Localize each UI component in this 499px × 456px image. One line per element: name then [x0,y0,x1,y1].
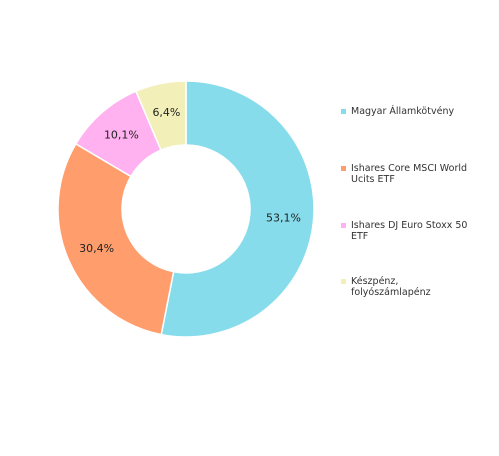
legend-item-ishares-dj-euro-stoxx-50: Ishares DJ Euro Stoxx 50 ETF [341,220,476,242]
donut-slice-3 [134,80,187,152]
legend-swatch-3 [341,279,346,284]
donut-data-labels: 53,1% 30,4% 10,1% 6,4% [79,106,301,255]
legend-label: Magyar Államkötvény [351,106,455,117]
legend-swatch-2 [341,223,346,228]
data-label-3: 6,4% [152,106,180,119]
legend-label: Ishares DJ Euro Stoxx 50 ETF [351,220,468,242]
data-label-1: 30,4% [79,242,114,255]
legend-item-keszpenz: Készpénz, folyószámlapénz [341,276,476,298]
legend-swatch-0 [341,109,346,114]
legend-item-magyar-allamkotveny: Magyar Államkötvény [341,106,476,117]
donut-slice-1 [57,142,175,336]
donut-slices [57,80,315,338]
legend-label: Ishares Core MSCI World Ucits ETF [351,163,468,185]
legend-swatch-1 [341,166,346,171]
legend-item-ishares-core-msci-world: Ishares Core MSCI World Ucits ETF [341,163,476,185]
data-label-2: 10,1% [104,128,139,141]
legend-label: Készpénz, folyószámlapénz [351,276,431,298]
donut-slice-0 [160,80,315,338]
data-label-0: 53,1% [266,212,301,225]
